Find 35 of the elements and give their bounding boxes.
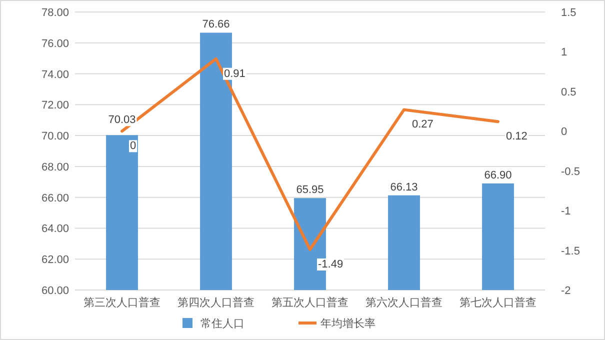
y-tick-label: 76.00: [41, 38, 69, 50]
data-label: 0.27: [412, 118, 434, 131]
y2-tick-label: 1: [561, 46, 568, 59]
y-tick-label: 66.00: [41, 192, 69, 204]
y2-tick-label: -0.5: [561, 166, 580, 178]
y-tick-label: 70.00: [41, 130, 69, 143]
legend-label: 年均增长率: [320, 317, 376, 330]
data-label: 0.12: [506, 130, 528, 143]
y-tick-label: 78.00: [41, 7, 69, 19]
y-tick-label: 68.00: [41, 161, 69, 174]
y2-tick-label: -2: [561, 285, 571, 297]
x-tick-label: 第七次人口普查: [460, 296, 536, 309]
data-label: 65.95: [296, 184, 324, 196]
data-label: 66.13: [390, 181, 418, 194]
x-tick-label: 第四次人口普查: [178, 296, 254, 309]
x-tick-label: 第六次人口普查: [366, 296, 442, 309]
y2-tick-label: -1: [561, 206, 571, 218]
data-label: 0.91: [224, 68, 246, 80]
data-label: -1.49: [318, 258, 344, 270]
y2-tick-label: 1.5: [561, 7, 576, 19]
x-tick-label: 第五次人口普查: [272, 296, 348, 309]
data-label: 76.66: [202, 18, 230, 31]
x-tick-label: 第三次人口普查: [84, 296, 160, 309]
y2-tick-label: 0: [561, 126, 568, 138]
y-tick-label: 72.00: [41, 100, 69, 112]
y-tick-label: 60.00: [41, 285, 69, 297]
data-label: 0: [130, 140, 136, 152]
y2-tick-label: 0.5: [561, 86, 576, 98]
legend-label: 常住人口: [200, 317, 244, 330]
y-tick-label: 62.00: [41, 254, 69, 266]
y2-tick-label: -1.5: [561, 245, 580, 258]
data-label: 70.03: [108, 114, 136, 126]
data-label: 66.90: [484, 169, 512, 182]
y-tick-label: 74.00: [41, 68, 69, 81]
y-tick-label: 64.00: [41, 223, 69, 236]
